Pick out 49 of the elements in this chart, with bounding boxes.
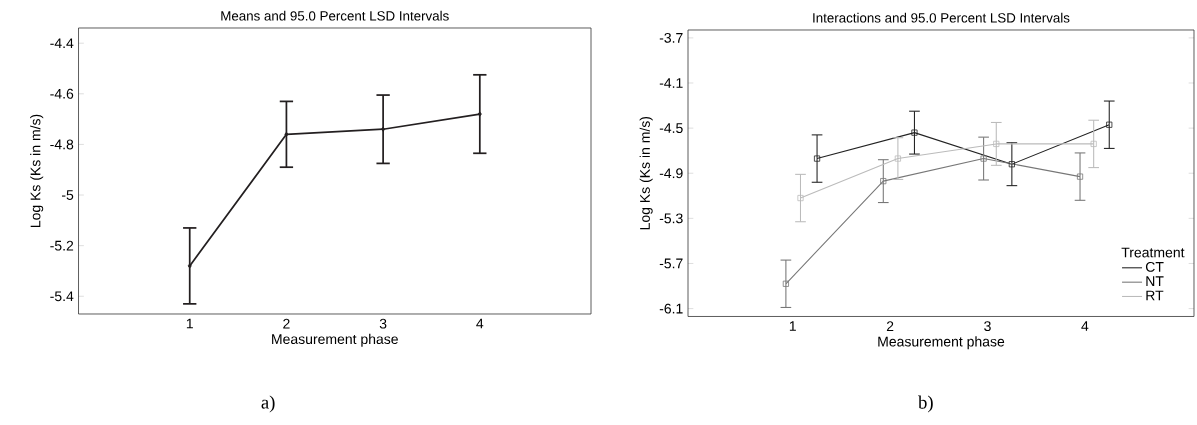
- point: [477, 111, 482, 117]
- point: [284, 131, 289, 137]
- x-axis-title: Measurement phase: [878, 336, 1005, 350]
- point: [797, 194, 804, 202]
- point: [1076, 173, 1084, 180]
- legend-label: CT: [1145, 261, 1164, 272]
- y-tick-label: -4.4: [50, 38, 74, 48]
- x-tick-label: 1: [186, 318, 193, 329]
- chart-title: Means and 95.0 Percent LSD Intervals: [221, 10, 449, 21]
- y-tick-label: -5.7: [659, 258, 683, 269]
- point: [813, 155, 821, 162]
- legend-label: RT: [1146, 290, 1164, 301]
- point: [911, 129, 918, 136]
- y-tick-label: -4.1: [659, 78, 683, 88]
- y-axis-title: Log Ks (Ks in m/s): [30, 114, 44, 228]
- point: [880, 178, 887, 185]
- x-tick-label: 3: [984, 321, 991, 332]
- y-axis-title: Log Ks (Ks in m/s): [639, 116, 653, 230]
- text: b): [918, 395, 933, 413]
- x-tick-label: 1: [789, 321, 796, 331]
- y-tick-label: -5.3: [659, 213, 683, 224]
- legend-label: NT: [1146, 276, 1164, 286]
- point: [1106, 121, 1113, 128]
- chart-title: Interactions and 95.0 Percent LSD Intervals: [813, 12, 1070, 23]
- point: [993, 140, 1000, 147]
- x-tick-label: 3: [379, 318, 387, 329]
- x-tick-label: 2: [886, 321, 894, 331]
- y-tick-label: -4.8: [50, 139, 74, 150]
- point: [980, 155, 987, 162]
- text: a): [261, 395, 275, 413]
- y-tick-label: -4.9: [659, 168, 683, 179]
- y-tick-label: -4.5: [659, 123, 683, 134]
- point: [187, 263, 192, 269]
- x-tick-label: 4: [1081, 321, 1089, 331]
- point: [1090, 140, 1097, 147]
- y-tick-label: -5.2: [50, 240, 74, 251]
- y-tick-label: -4.6: [50, 88, 74, 99]
- point: [381, 126, 386, 132]
- x-tick-label: 4: [476, 318, 484, 329]
- y-tick-label: -3.7: [659, 32, 683, 43]
- y-tick-label: -6.1: [659, 303, 683, 314]
- y-tick-label: -5: [61, 190, 74, 200]
- point: [782, 280, 789, 287]
- legend-title: Treatment: [1121, 247, 1185, 258]
- x-tick-label: 2: [283, 318, 290, 329]
- point: [894, 155, 901, 162]
- y-tick-label: -5.4: [50, 291, 74, 302]
- point: [1008, 161, 1015, 168]
- x-axis-title: Measurement phase: [272, 333, 398, 347]
